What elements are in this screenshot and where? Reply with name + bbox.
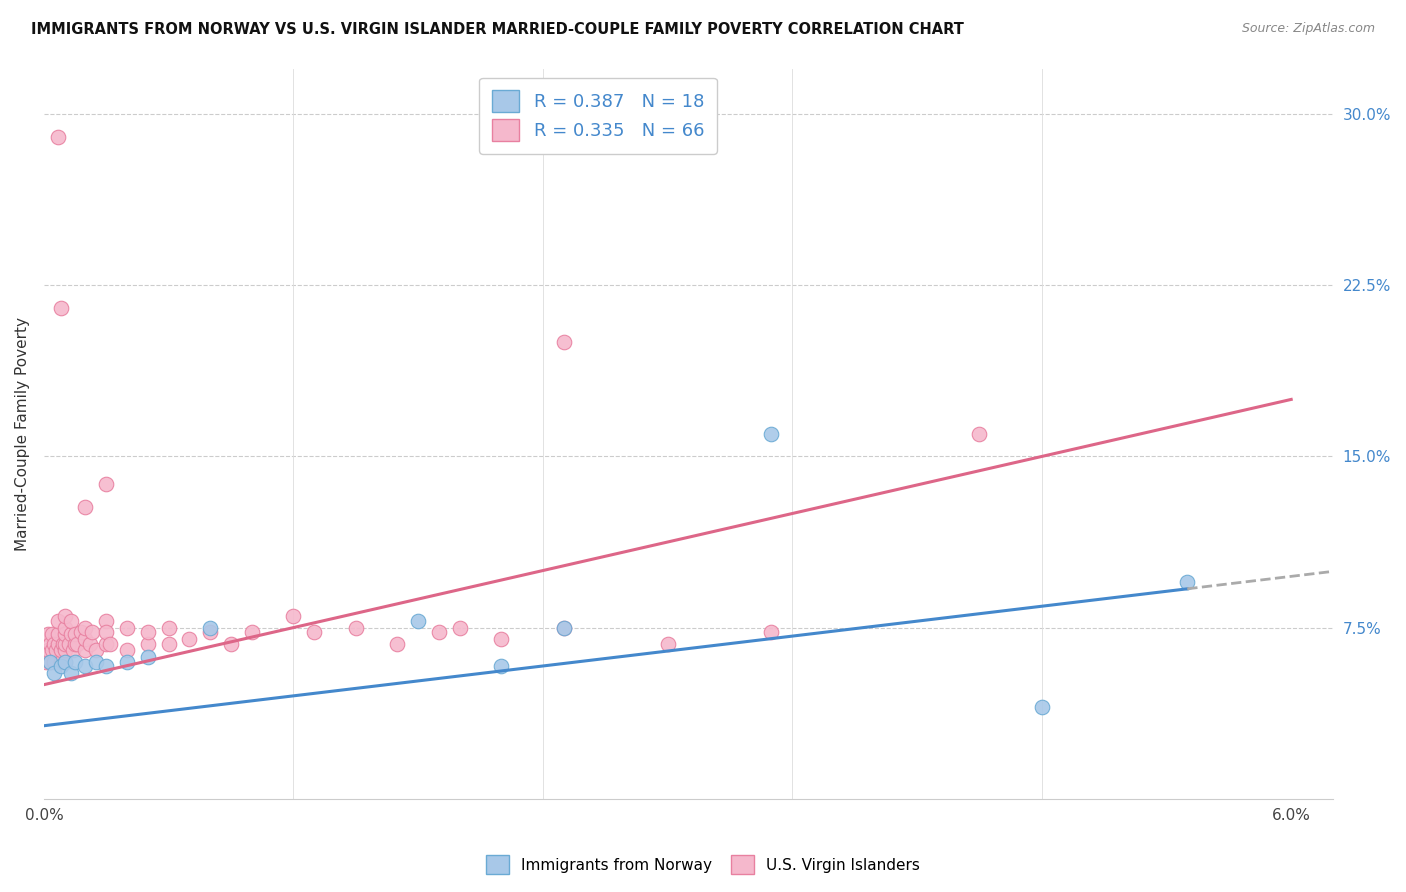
Point [75, 632, 97, 646]
Point [84, 655, 107, 669]
Point [53, 627, 76, 641]
Point [59, 666, 82, 681]
Point [761, 625, 783, 640]
Point [53, 621, 76, 635]
Point [59, 614, 82, 628]
Point [48, 614, 70, 628]
Point [45, 643, 67, 657]
Point [48, 130, 70, 145]
Point [49, 659, 72, 673]
Point [35, 655, 58, 669]
Point [1031, 700, 1053, 714]
Point [96, 625, 118, 640]
Point [75, 500, 97, 514]
Point [657, 637, 679, 651]
Point [63, 627, 86, 641]
Point [39, 637, 62, 651]
Point [44, 666, 66, 681]
Legend: Immigrants from Norway, U.S. Virgin Islanders: Immigrants from Norway, U.S. Virgin Isla… [479, 849, 927, 880]
Text: IMMIGRANTS FROM NORWAY VS U.S. VIRGIN ISLANDER MARRIED-COUPLE FAMILY POVERTY COR: IMMIGRANTS FROM NORWAY VS U.S. VIRGIN IS… [31, 22, 963, 37]
Point [761, 426, 783, 441]
Point [115, 621, 138, 635]
Point [115, 655, 138, 669]
Point [66, 637, 89, 651]
Legend: R = 0.387   N = 18, R = 0.335   N = 66: R = 0.387 N = 18, R = 0.335 N = 66 [479, 78, 717, 154]
Point [39, 655, 62, 669]
Point [200, 625, 222, 640]
Point [53, 643, 76, 657]
Point [96, 659, 118, 673]
Point [37, 627, 59, 641]
Point [48, 637, 70, 651]
Point [96, 637, 118, 651]
Point [115, 643, 138, 657]
Point [553, 621, 575, 635]
Point [75, 643, 97, 657]
Point [49, 301, 72, 315]
Point [80, 625, 103, 640]
Point [59, 627, 82, 641]
Point [387, 637, 409, 651]
Point [219, 637, 242, 651]
Point [179, 632, 201, 646]
Point [100, 637, 122, 651]
Point [39, 655, 62, 669]
Point [41, 643, 63, 657]
Point [44, 637, 66, 651]
Point [157, 637, 180, 651]
Point [240, 625, 263, 640]
Point [44, 655, 66, 669]
Point [157, 621, 180, 635]
Point [53, 609, 76, 624]
Point [53, 655, 76, 669]
Point [58, 637, 80, 651]
Point [63, 637, 86, 651]
Point [489, 659, 512, 673]
Point [37, 643, 59, 657]
Y-axis label: Married-Couple Family Poverty: Married-Couple Family Poverty [15, 317, 30, 550]
Point [302, 625, 325, 640]
Point [406, 614, 429, 628]
Point [136, 650, 159, 665]
Point [49, 655, 72, 669]
Point [79, 637, 101, 651]
Point [969, 426, 991, 441]
Point [53, 637, 76, 651]
Point [49, 643, 72, 657]
Point [200, 621, 222, 635]
Point [427, 625, 450, 640]
Text: Source: ZipAtlas.com: Source: ZipAtlas.com [1241, 22, 1375, 36]
Point [136, 637, 159, 651]
Point [283, 609, 305, 624]
Point [48, 627, 70, 641]
Point [1175, 574, 1198, 589]
Point [75, 621, 97, 635]
Point [63, 655, 86, 669]
Point [96, 476, 118, 491]
Point [96, 614, 118, 628]
Point [41, 627, 63, 641]
Point [489, 632, 512, 646]
Point [344, 621, 367, 635]
Point [62, 643, 84, 657]
Point [75, 659, 97, 673]
Point [449, 621, 471, 635]
Point [52, 637, 75, 651]
Point [553, 335, 575, 350]
Point [136, 625, 159, 640]
Point [70, 625, 93, 640]
Point [84, 643, 107, 657]
Point [553, 621, 575, 635]
Point [53, 655, 76, 669]
